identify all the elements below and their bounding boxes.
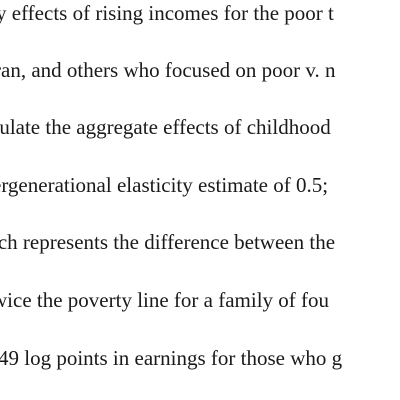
text-line: wice the poverty line for a family of fo…: [0, 288, 330, 312]
text-line: ran, and others who focused on poor v. n: [0, 58, 336, 82]
text-line: 49 log points in earnings for those who …: [0, 346, 343, 370]
text-line: ich represents the difference between th…: [0, 230, 336, 254]
text-line: culate the aggregate effects of childhoo…: [0, 115, 331, 139]
text-line: y effects of rising incomes for the poor…: [0, 1, 334, 25]
text-line: ergenerational elasticity estimate of 0.…: [0, 173, 329, 197]
